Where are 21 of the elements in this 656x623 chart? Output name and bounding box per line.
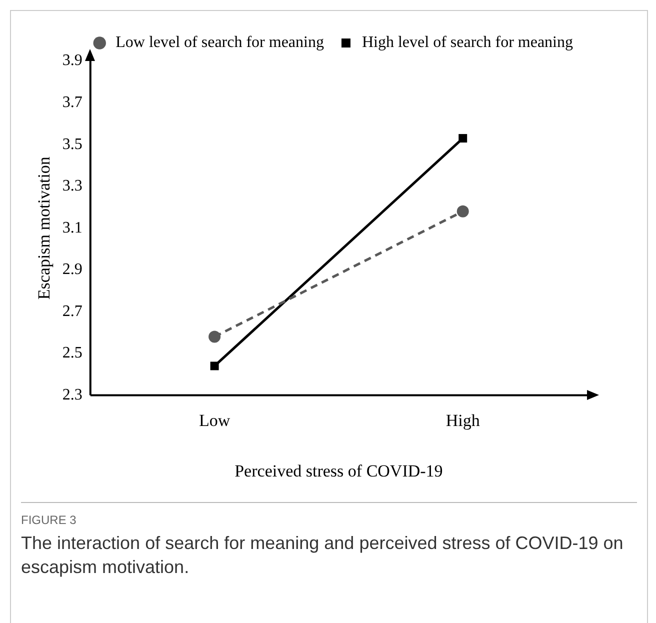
- legend-label: Low level of search for meaning: [116, 34, 324, 52]
- y-tick-label: 3.3: [62, 178, 82, 195]
- y-tick-label: 2.9: [62, 261, 82, 278]
- x-tick-label: Low: [198, 410, 231, 430]
- x-axis-title: Perceived stress of COVID-19: [234, 461, 443, 480]
- caption: FIGURE 3: [21, 513, 78, 527]
- x-tick-label: High: [446, 410, 480, 430]
- y-axis-title: Escapism motivation: [34, 156, 54, 300]
- y-tick-label: 2.7: [62, 302, 82, 320]
- point: [208, 330, 221, 343]
- y-tick-label: 2.3: [62, 386, 82, 404]
- point: [210, 362, 219, 370]
- point: [456, 205, 469, 218]
- y-tick-label: 3.7: [62, 94, 82, 111]
- y-tick-label: 3.5: [62, 136, 82, 153]
- y-tick-label: 3.9: [62, 52, 82, 70]
- y-tick-label: 3.1: [62, 219, 82, 236]
- legend-label: High level of search for meaning: [362, 34, 573, 52]
- y-tick-label: 2.5: [62, 344, 82, 362]
- point: [458, 134, 468, 143]
- text: The interaction of search for meaning and perceived stress of COVID-19 on escapism motivation.: [21, 532, 624, 579]
